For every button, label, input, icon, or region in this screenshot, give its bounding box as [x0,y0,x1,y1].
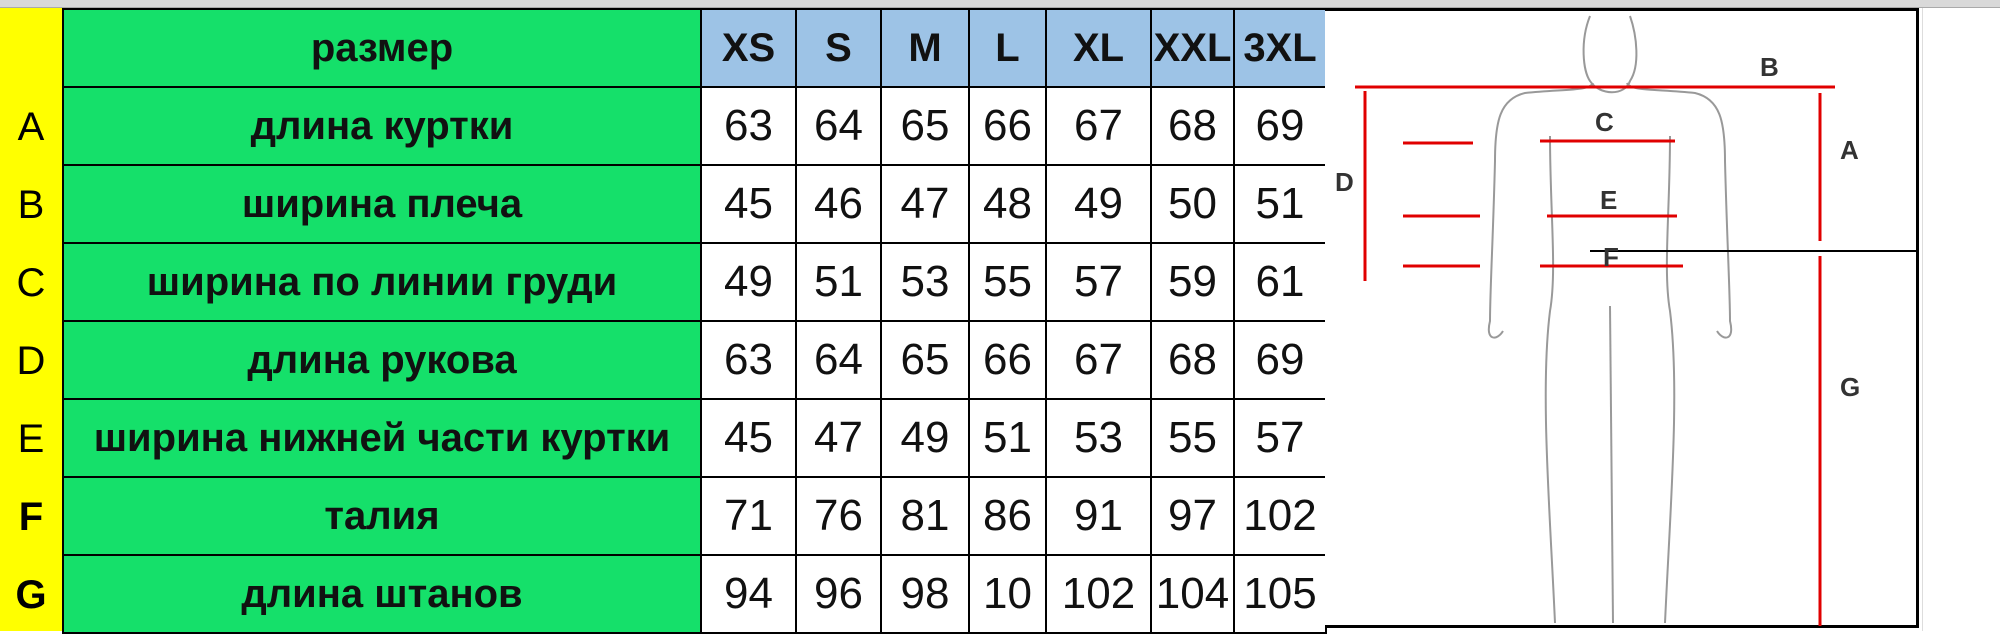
measurement-label: ширина нижней части куртки [62,398,702,478]
row-code: E [17,417,45,461]
sheet-empty-area [1922,8,2000,631]
table-row: ширина по линии груди 49 51 53 55 57 59 61 [62,242,1327,322]
size-value: 98 [880,554,970,634]
size-value: 68 [1150,320,1235,400]
size-header-3xl: 3XL [1233,8,1327,88]
size-value: 65 [880,320,970,400]
figure-label-d: D [1335,167,1354,197]
size-value: 59 [1150,242,1235,322]
size-table: размер XS S M L XL XXL 3XL длина куртки 63 64 65 66 6… [62,8,1327,634]
header-row: размер XS S M L XL XXL 3XL [62,8,1327,88]
size-value: 63 [700,320,797,400]
measurement-label: талия [62,476,702,556]
size-value: 45 [700,164,797,244]
size-value: 104 [1150,554,1235,634]
size-value: 49 [880,398,970,478]
body-measurement-figure: B A C D E F G [1325,8,1919,628]
table-row: ширина нижней части куртки 45 47 49 51 53 55 57 [62,398,1327,478]
size-value: 45 [700,398,797,478]
size-value: 57 [1233,398,1327,478]
size-header-s: S [795,8,882,88]
size-value: 102 [1233,476,1327,556]
row-code: A [17,105,45,149]
size-value: 61 [1233,242,1327,322]
size-value: 67 [1045,320,1152,400]
size-value: 86 [968,476,1047,556]
figure-label-e: E [1600,185,1617,215]
size-value: 53 [880,242,970,322]
table-row: длина штанов 94 96 98 10 102 104 105 [62,554,1327,634]
size-value: 69 [1233,86,1327,166]
size-header-m: M [880,8,970,88]
size-value: 97 [1150,476,1235,556]
size-value: 47 [880,164,970,244]
table-row: талия 71 76 81 86 91 97 102 [62,476,1327,556]
size-value: 49 [1045,164,1152,244]
size-value: 71 [700,476,797,556]
size-value: 69 [1233,320,1327,400]
figure-label-g: G [1840,372,1860,402]
size-value: 50 [1150,164,1235,244]
size-value: 49 [700,242,797,322]
size-value: 47 [795,398,882,478]
size-value: 94 [700,554,797,634]
measurement-label: ширина по линии груди [62,242,702,322]
size-value: 64 [795,320,882,400]
size-value: 67 [1045,86,1152,166]
size-value: 65 [880,86,970,166]
measurement-label: длина рукова [62,320,702,400]
size-value: 55 [1150,398,1235,478]
size-value: 51 [795,242,882,322]
size-value: 51 [968,398,1047,478]
row-code: F [18,495,44,539]
row-code: C [16,261,46,305]
figure-label-c: C [1595,107,1614,137]
size-value: 51 [1233,164,1327,244]
size-header-xl: XL [1045,8,1152,88]
size-value: 57 [1045,242,1152,322]
size-header-xs: XS [700,8,797,88]
table-row: ширина плеча 45 46 47 48 49 50 51 [62,164,1327,244]
table-row: длина рукова 63 64 65 66 67 68 69 [62,320,1327,400]
row-code: D [16,339,46,383]
size-value: 81 [880,476,970,556]
table-row: длина куртки 63 64 65 66 67 68 69 [62,86,1327,166]
row-code: G [15,573,47,617]
measurement-label: длина штанов [62,554,702,634]
size-value: 66 [968,86,1047,166]
size-value: 55 [968,242,1047,322]
size-value: 63 [700,86,797,166]
row-code: B [17,183,45,227]
sheet-top-edge [0,0,2000,8]
size-value: 102 [1045,554,1152,634]
size-value: 68 [1150,86,1235,166]
body-outline-icon: B A C D E F G [1335,15,1919,626]
size-value: 96 [795,554,882,634]
size-value: 46 [795,164,882,244]
figure-label-f: F [1603,242,1619,272]
size-value: 48 [968,164,1047,244]
size-header-l: L [968,8,1047,88]
measurement-label: ширина плеча [62,164,702,244]
size-value: 64 [795,86,882,166]
size-value: 76 [795,476,882,556]
size-header-xxl: XXL [1150,8,1235,88]
size-value: 53 [1045,398,1152,478]
size-value: 91 [1045,476,1152,556]
figure-label-a: A [1840,135,1859,165]
measurement-label: длина куртки [62,86,702,166]
size-value: 10 [968,554,1047,634]
size-value: 66 [968,320,1047,400]
figure-label-b: B [1760,52,1779,82]
header-label: размер [62,8,702,88]
size-value: 105 [1233,554,1327,634]
